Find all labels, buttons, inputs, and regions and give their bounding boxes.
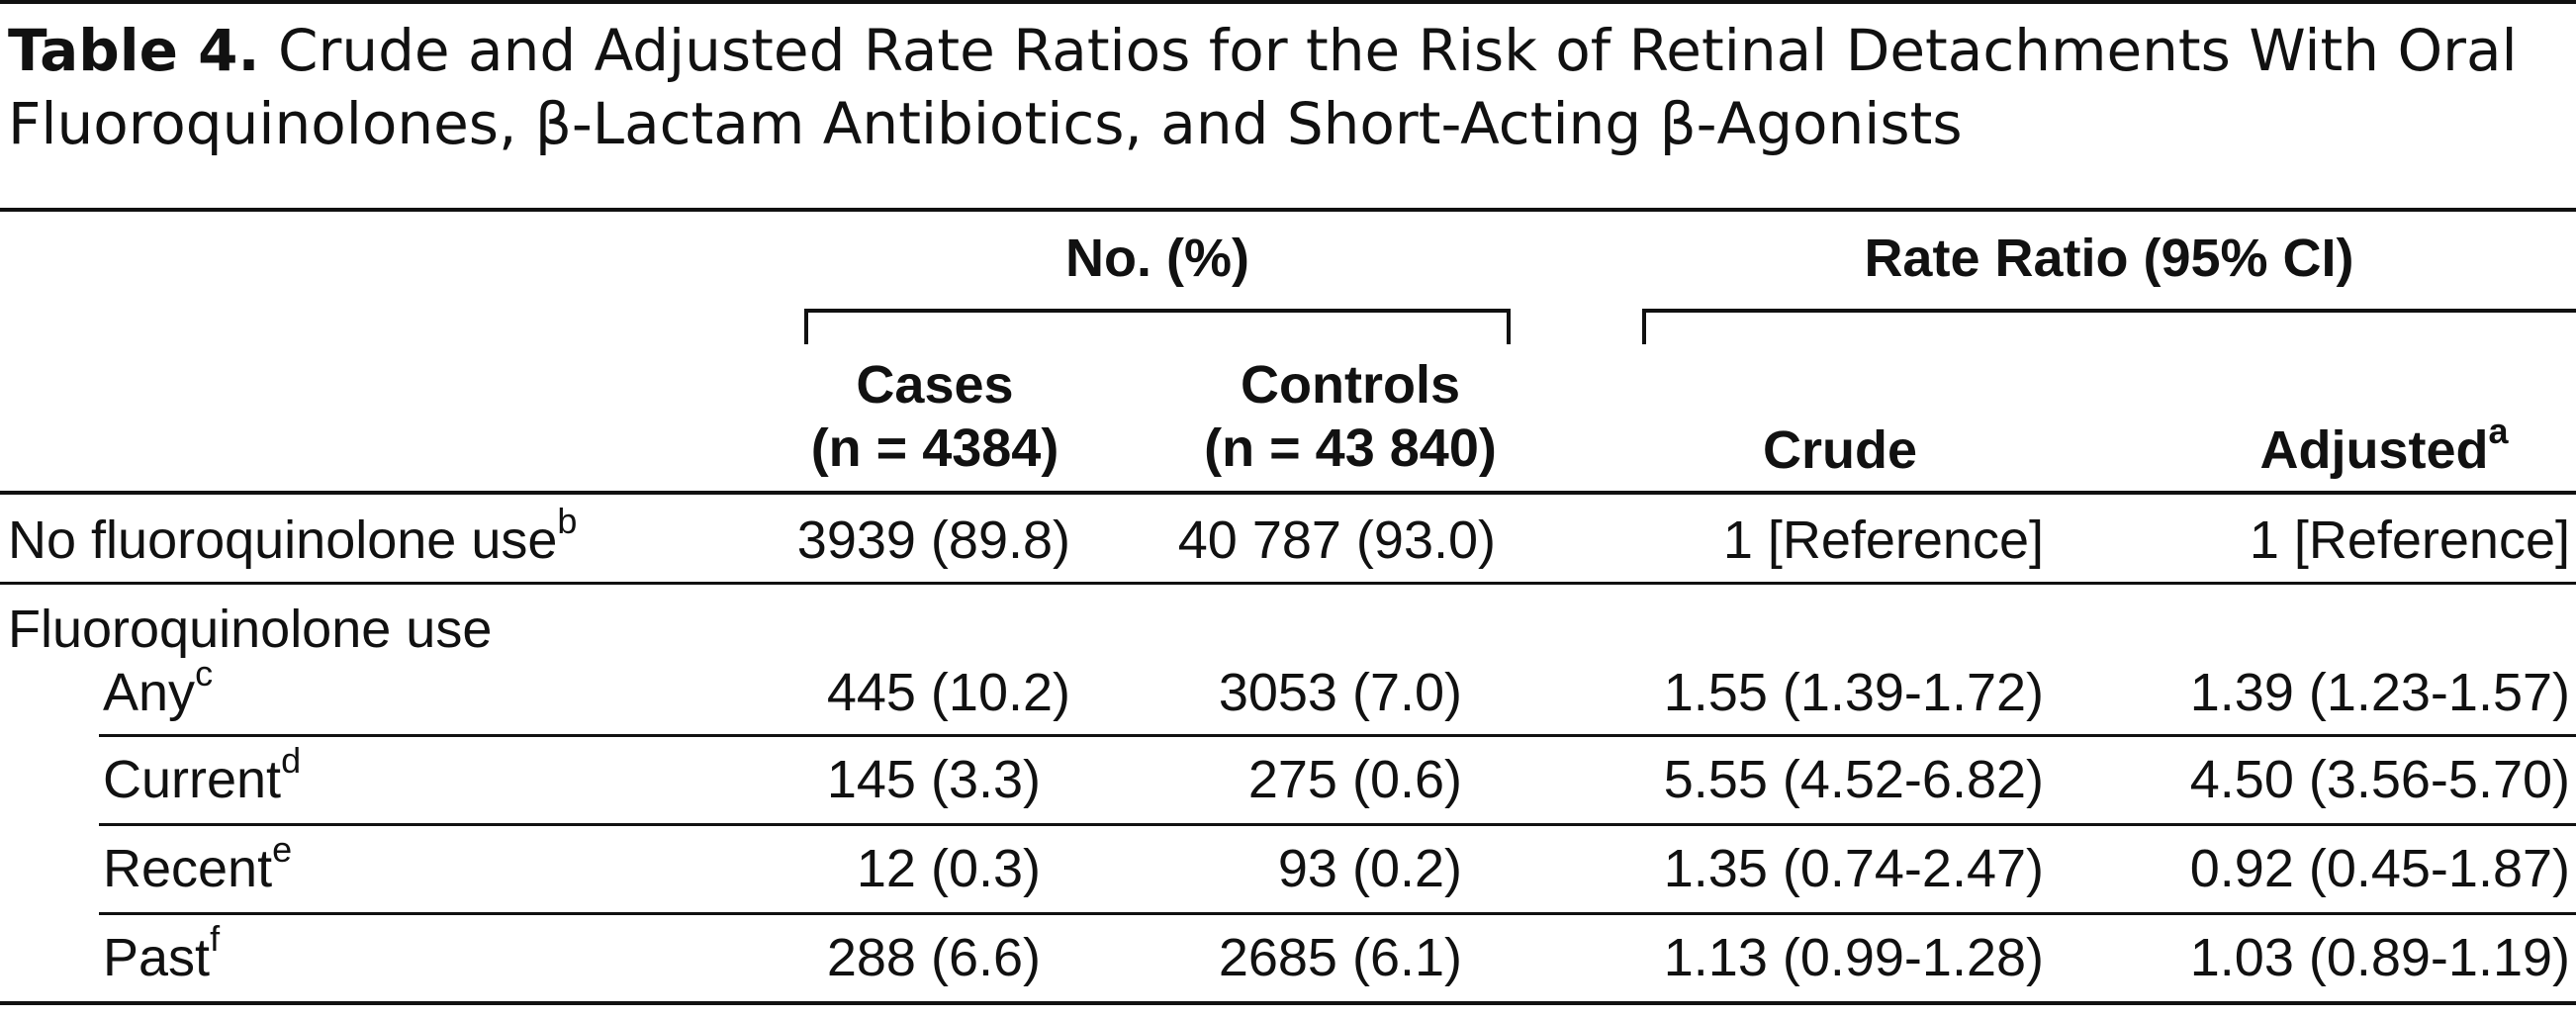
row-label: No fluoroquinolone useb (8, 501, 578, 571)
row-divider (0, 582, 2576, 585)
table-bottom-rule (0, 1001, 2576, 1005)
cell-crude: 1.13 (0.99-1.28) (1663, 928, 2044, 987)
adjusted-label: Adjusted (2259, 420, 2489, 480)
cases-line2: (n = 4384) (810, 418, 1059, 478)
cell-cases: 445 (10.2) (826, 663, 1070, 722)
row-label: Currentd (103, 740, 302, 810)
header-bottom-rule (0, 491, 2576, 495)
cell-crude: 5.55 (4.52-6.82) (1663, 750, 2044, 809)
cell-adjusted: 1.39 (1.23-1.57) (2189, 663, 2570, 722)
column-header-crude: Crude (1762, 420, 1917, 480)
cell-cases: 288 (6.6) (826, 928, 1041, 987)
cell-crude: 1.55 (1.39-1.72) (1663, 663, 2044, 722)
cell-controls: 3053 (7.0) (1218, 663, 1462, 722)
row-footnote: c (195, 653, 214, 694)
row-label: Anyc (103, 653, 214, 723)
cell-adjusted: 1 [Reference] (2249, 510, 2570, 570)
cases-line1: Cases (856, 355, 1014, 415)
cell-controls: 40 787 (93.0) (1177, 510, 1496, 570)
cell-cases: 12 (0.3) (856, 839, 1041, 898)
cell-controls: 93 (0.2) (1277, 839, 1462, 898)
cell-adjusted: 4.50 (3.56-5.70) (2189, 750, 2570, 809)
section-label: Fluoroquinolone use (8, 600, 493, 659)
cell-crude: 1 [Reference] (1722, 510, 2044, 570)
row-divider (99, 734, 2576, 737)
top-rule (0, 0, 2576, 4)
group-header-rate-ratio: Rate Ratio (95% CI) (1864, 229, 2354, 288)
column-header-controls: Controls (n = 43 840) (1187, 356, 1514, 477)
row-label: Pastf (103, 918, 221, 988)
header-top-rule (0, 208, 2576, 212)
group-header-counts: No. (%) (1065, 229, 1249, 288)
cell-adjusted: 0.92 (0.45-1.87) (2189, 839, 2570, 898)
bracket-counts (804, 309, 1511, 344)
cell-controls: 275 (0.6) (1247, 750, 1462, 809)
cell-cases: 145 (3.3) (826, 750, 1041, 809)
row-footnote: e (272, 829, 293, 870)
row-footnote: f (210, 918, 221, 959)
bracket-rate-ratio (1642, 309, 2576, 344)
cell-cases: 3939 (89.8) (796, 510, 1070, 570)
cell-controls: 2685 (6.1) (1218, 928, 1462, 987)
row-label: Recente (103, 829, 293, 899)
row-footnote: b (557, 501, 578, 541)
controls-line1: Controls (1241, 355, 1460, 415)
adjusted-footnote: a (2488, 411, 2509, 451)
column-header-cases: Cases (n = 4384) (801, 356, 1068, 477)
cell-adjusted: 1.03 (0.89-1.19) (2189, 928, 2570, 987)
table-label: Table 4. (8, 17, 260, 84)
controls-line2: (n = 43 840) (1204, 418, 1497, 478)
table-caption: Table 4. Crude and Adjusted Rate Ratios … (8, 14, 2560, 160)
column-header-adjusted: Adjusteda (2206, 414, 2562, 480)
table-title: Crude and Adjusted Rate Ratios for the R… (8, 17, 2518, 157)
row-divider (99, 912, 2576, 915)
cell-crude: 1.35 (0.74-2.47) (1663, 839, 2044, 898)
row-divider (99, 823, 2576, 826)
row-footnote: d (281, 740, 302, 781)
